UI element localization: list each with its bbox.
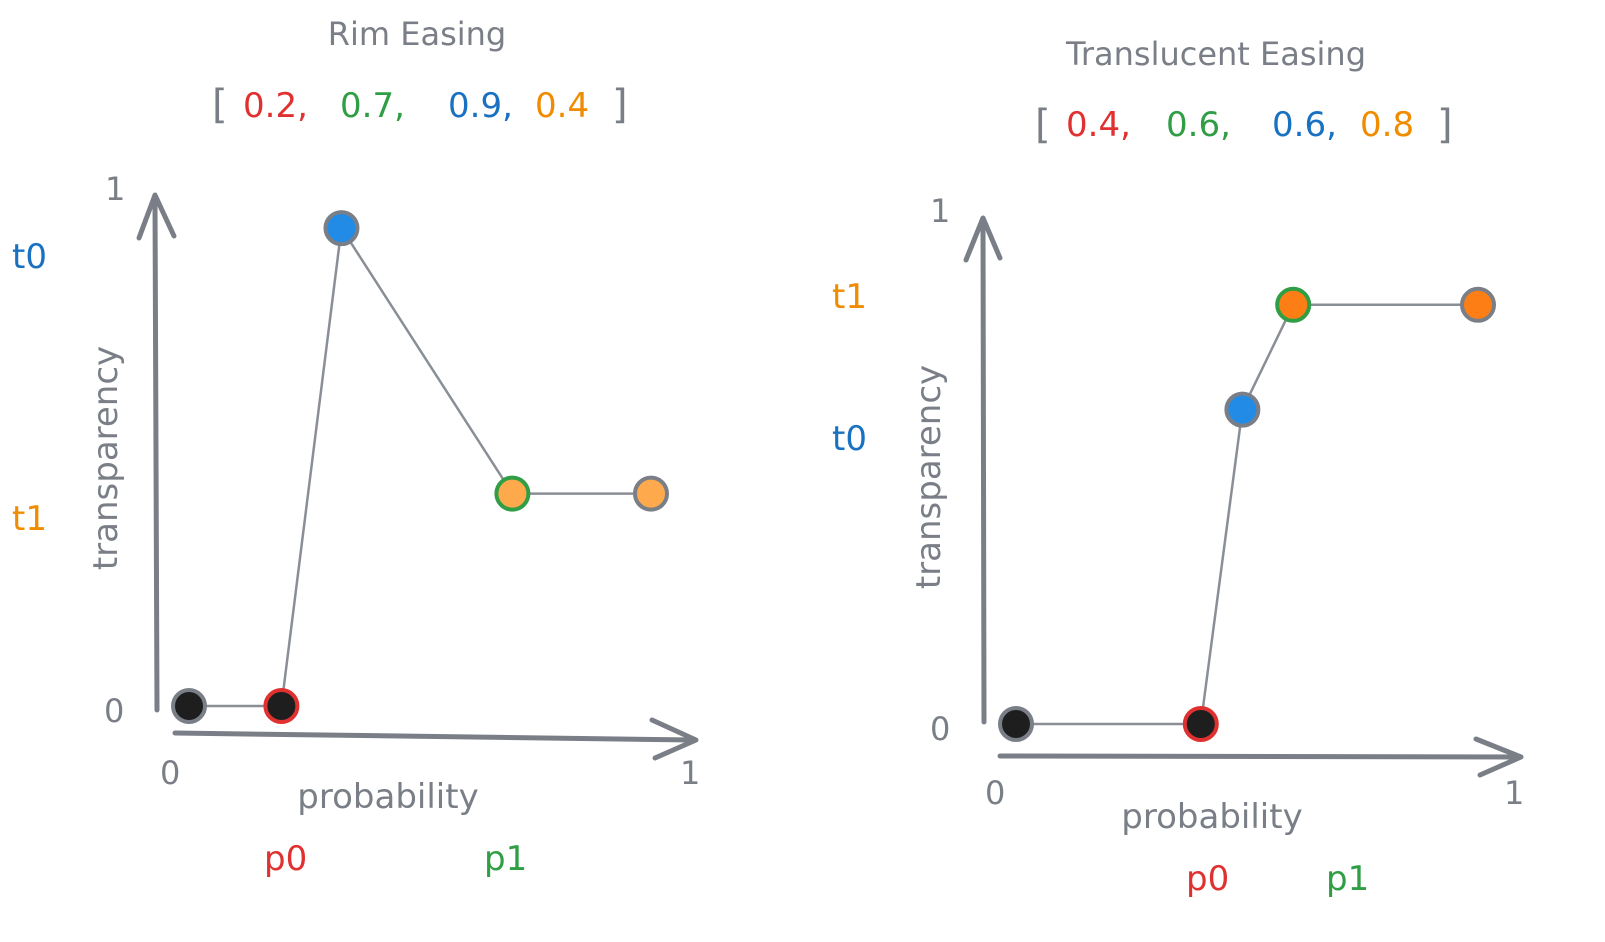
translucent-x-arrowhead xyxy=(1473,736,1524,778)
rim-t0-marker: t0 xyxy=(12,237,47,277)
translucent-y-tick-min: 0 xyxy=(930,710,950,748)
rim-y-tick-max: 1 xyxy=(105,170,125,208)
translucent-y-axis xyxy=(980,219,987,725)
rim-control-point-3 xyxy=(494,475,531,512)
translucent-p1-marker: p1 xyxy=(1326,859,1369,899)
rim-y-axis xyxy=(152,197,160,713)
translucent-t0-marker: t0 xyxy=(832,419,867,459)
translucent-params-row: [ 0.4, 0.6, 0.6, 0.8 ] xyxy=(1035,102,1453,148)
rim-easing-curve xyxy=(189,224,651,708)
translucent-easing-title: Translucent Easing xyxy=(1065,35,1366,73)
rim-x-arrowhead xyxy=(649,717,699,761)
translucent-param-p0: 0.4, xyxy=(1066,105,1131,145)
rim-t1-marker: t1 xyxy=(12,499,47,539)
translucent-control-point-0 xyxy=(998,706,1034,742)
translucent-param-p1: 0.6, xyxy=(1166,105,1231,145)
translucent-param-t1: 0.8 xyxy=(1360,105,1414,145)
translucent-control-point-3 xyxy=(1275,286,1312,323)
translucent-bracket-open: [ xyxy=(1035,102,1051,148)
translucent-easing-points xyxy=(998,286,1496,742)
translucent-param-t0: 0.6, xyxy=(1272,105,1337,145)
rim-param-t1: 0.4 xyxy=(535,86,589,126)
rim-y-tick-min: 0 xyxy=(104,692,124,730)
translucent-easing-curve xyxy=(1016,303,1478,726)
translucent-bracket-close: ] xyxy=(1437,102,1453,148)
rim-p1-marker: p1 xyxy=(484,839,527,879)
translucent-control-point-2 xyxy=(1224,391,1261,428)
translucent-control-point-4 xyxy=(1460,286,1496,323)
rim-x-axis xyxy=(172,730,696,743)
rim-params-row: [ 0.2, 0.7, 0.9, 0.4 ] xyxy=(212,82,628,128)
rim-bracket-close: ] xyxy=(612,82,628,128)
rim-bracket-open: [ xyxy=(212,82,228,128)
rim-x-tick-min: 0 xyxy=(160,754,180,792)
rim-easing-points xyxy=(171,210,669,724)
translucent-control-point-1 xyxy=(1182,706,1219,742)
rim-y-axis-label: transparency xyxy=(86,346,126,570)
rim-control-point-4 xyxy=(633,475,669,512)
rim-y-arrowhead xyxy=(136,192,177,241)
translucent-x-tick-max: 1 xyxy=(1504,774,1524,812)
translucent-x-tick-min: 0 xyxy=(985,774,1005,812)
translucent-y-axis-label: transparency xyxy=(909,365,949,589)
rim-control-point-0 xyxy=(171,688,207,724)
rim-control-point-2 xyxy=(323,210,360,247)
translucent-x-axis-label: probability xyxy=(1121,797,1302,837)
rim-param-p1: 0.7, xyxy=(340,86,405,126)
translucent-y-tick-max: 1 xyxy=(930,192,950,230)
rim-param-t0: 0.9, xyxy=(448,86,513,126)
rim-control-point-1 xyxy=(263,688,300,724)
translucent-t1-marker: t1 xyxy=(832,277,867,317)
translucent-x-axis xyxy=(997,753,1521,760)
translucent-easing-panel: Translucent Easing [ 0.4, 0.6, 0.6, 0.8 … xyxy=(832,35,1524,899)
translucent-y-arrowhead xyxy=(963,215,1003,263)
rim-x-axis-label: probability xyxy=(297,777,478,817)
rim-easing-panel: Rim Easing [ 0.2, 0.7, 0.9, 0.4 ] 1 0 0 … xyxy=(12,15,700,879)
rim-x-tick-max: 1 xyxy=(680,754,700,792)
rim-p0-marker: p0 xyxy=(264,839,307,879)
translucent-p0-marker: p0 xyxy=(1186,859,1229,899)
rim-easing-title: Rim Easing xyxy=(328,15,506,53)
rim-param-p0: 0.2, xyxy=(243,86,308,126)
